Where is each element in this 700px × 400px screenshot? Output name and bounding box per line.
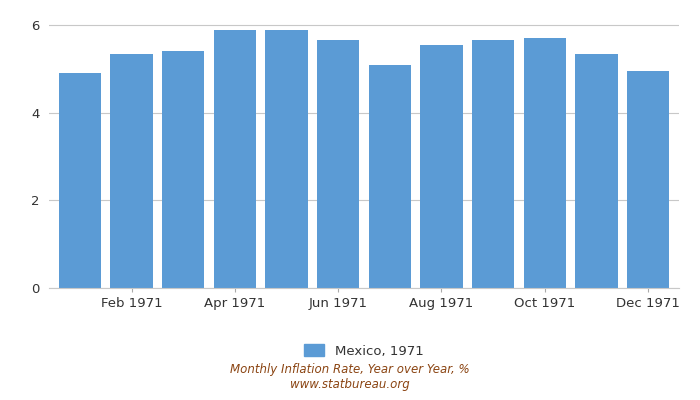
Bar (214, 30, 256, 288)
Bar (317, 40, 359, 288)
Bar (162, 50, 204, 288)
Bar (111, 54, 153, 288)
Text: www.statbureau.org: www.statbureau.org (290, 378, 410, 391)
Bar (575, 54, 617, 288)
Bar (59, 73, 102, 288)
Bar (626, 71, 669, 288)
Text: Monthly Inflation Rate, Year over Year, %: Monthly Inflation Rate, Year over Year, … (230, 364, 470, 376)
Bar (420, 45, 463, 288)
Bar (369, 64, 411, 288)
Legend: Mexico, 1971: Mexico, 1971 (304, 344, 424, 358)
Bar (265, 30, 308, 288)
Bar (472, 40, 514, 288)
Bar (524, 38, 566, 288)
